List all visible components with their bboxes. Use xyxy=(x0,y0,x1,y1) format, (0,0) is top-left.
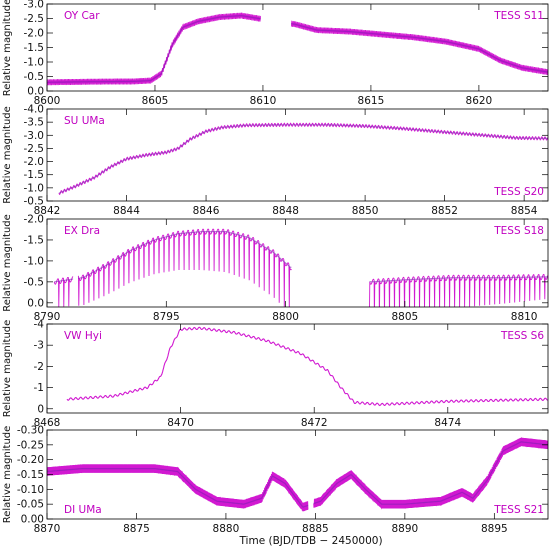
series-2-trend xyxy=(54,231,548,283)
sector-label-3: TESS S6 xyxy=(500,330,544,342)
panel-2: 8790 8795 8800 8805 8810 0.0 -0.5 -1.0 -1.5 -2.0 R… xyxy=(2,214,549,323)
series-1 xyxy=(58,122,548,196)
series-2 xyxy=(53,228,548,307)
plot-frame-2 xyxy=(46,218,549,308)
star-label-3: VW Hyi xyxy=(64,330,102,342)
star-label-1: SU UMa xyxy=(64,115,105,127)
x-tick-label-0-3: 8615 xyxy=(358,95,385,107)
y-tick-label-1-1: -1.0 xyxy=(24,182,45,194)
x-tick-label-4-2: 8880 xyxy=(213,523,240,535)
panel-1: 8842 8844 8846 8848 8850 8852 8854 -0.5 -1.0-1.5… xyxy=(2,104,549,217)
series-4 xyxy=(47,436,548,512)
series-0 xyxy=(47,12,548,86)
sector-label-2: TESS S18 xyxy=(493,225,544,237)
x-tick-label-0-4: 8620 xyxy=(466,95,493,107)
star-label-0: OY Car xyxy=(64,10,100,22)
x-tick-label-1-5: 8852 xyxy=(431,205,458,217)
y-tick-label-4-2: -0.10 xyxy=(17,484,44,496)
x-tick-label-2-2: 8800 xyxy=(272,311,299,323)
y-tick-label-3-2: -2 xyxy=(34,361,44,373)
y-axis-label-2: Relative magnitude xyxy=(2,214,13,312)
y-tick-label-1-5: -3.0 xyxy=(24,130,45,142)
x-tick-label-3-3: 8474 xyxy=(434,417,461,429)
y-tick-label-1-0: -0.5 xyxy=(24,196,45,208)
x-tick-label-1-4: 8850 xyxy=(352,205,379,217)
y-tick-label-3-3: -3 xyxy=(34,340,44,352)
x-tick-label-4-5: 8895 xyxy=(481,523,508,535)
panel-0: 8600 8605 8610 8615 8620 0.0 -0.5 -1.0 -1.5 -2.0 -… xyxy=(2,0,549,107)
y-tick-label-4-3: -0.15 xyxy=(17,469,44,481)
x-tick-label-4-1: 8875 xyxy=(123,523,150,535)
plot-frame-4 xyxy=(46,429,549,520)
series-2-points xyxy=(53,228,548,307)
series-4-trend xyxy=(47,441,548,508)
y-tick-label-4-5: -0.25 xyxy=(17,439,44,451)
y-tick-label-1-6: -3.5 xyxy=(24,117,45,129)
sector-label-0: TESS S11 xyxy=(493,10,544,22)
x-tick-label-4-0: 8870 xyxy=(34,523,61,535)
series-3 xyxy=(66,326,548,407)
x-tick-label-1-1: 8844 xyxy=(113,205,140,217)
y-tick-label-0-3: -1.5 xyxy=(24,42,45,54)
sector-label-1: TESS S20 xyxy=(493,186,544,198)
x-tick-label-3-2: 8472 xyxy=(301,417,328,429)
star-label-2: EX Dra xyxy=(64,225,100,237)
y-tick-label-2-4: -2.0 xyxy=(24,214,45,226)
y-tick-label-4-1: -0.05 xyxy=(17,499,44,511)
y-tick-label-2-1: -0.5 xyxy=(24,276,45,288)
y-tick-label-3-0: 0 xyxy=(37,403,44,415)
series-4-points xyxy=(47,436,548,512)
plot-frame-3 xyxy=(46,323,549,414)
series-0-trend xyxy=(47,15,548,83)
x-tick-label-3-0: 8468 xyxy=(34,417,61,429)
star-label-4: DI UMa xyxy=(64,504,102,516)
y-axis-label-1: Relative magnitude xyxy=(2,106,13,204)
x-tick-label-3-1: 8470 xyxy=(167,417,194,429)
x-tick-label-2-0: 8790 xyxy=(34,311,61,323)
y-tick-label-2-2: -1.0 xyxy=(24,255,45,267)
y-tick-label-3-4: -4 xyxy=(34,319,45,331)
series-0-points xyxy=(47,12,548,86)
y-tick-label-0-6: -3.0 xyxy=(24,0,45,11)
x-tick-label-4-4: 8890 xyxy=(391,523,418,535)
x-tick-label-2-4: 8810 xyxy=(511,311,538,323)
y-tick-label-0-0: 0.0 xyxy=(27,86,44,98)
y-tick-label-1-7: -4.0 xyxy=(24,104,45,116)
y-tick-label-0-2: -1.0 xyxy=(24,57,45,69)
y-tick-label-1-4: -2.5 xyxy=(24,143,45,155)
y-tick-label-2-0: 0.0 xyxy=(27,297,44,309)
y-tick-label-0-4: -2.0 xyxy=(24,28,45,40)
y-tick-label-4-4: -0.20 xyxy=(17,454,44,466)
y-tick-label-0-5: -2.5 xyxy=(24,13,45,25)
y-axis-label-3: Relative magnitude xyxy=(2,320,13,418)
x-axis-label: Time (BJD/TDB − 2450000) xyxy=(238,535,382,547)
x-tick-label-0-2: 8610 xyxy=(250,95,277,107)
plot-frame-1 xyxy=(46,108,549,202)
y-tick-label-0-1: -0.5 xyxy=(24,71,45,83)
x-tick-label-4-3: 8885 xyxy=(302,523,329,535)
x-tick-label-2-1: 8795 xyxy=(153,311,180,323)
y-tick-label-2-3: -1.5 xyxy=(24,234,45,246)
y-axis-label-0: Relative magnitude xyxy=(2,0,13,96)
panel-3: 8468 8470 8472 8474 0 -1 -2 -3 -4 Relative magnit… xyxy=(2,319,549,429)
y-tick-label-4-6: -0.30 xyxy=(17,425,44,437)
x-tick-label-1-3: 8848 xyxy=(272,205,299,217)
x-tick-label-2-3: 8805 xyxy=(391,311,418,323)
x-tick-label-0-1: 8605 xyxy=(142,95,169,107)
y-tick-label-1-2: -1.5 xyxy=(24,169,45,181)
panel-4: 8870 8875 8880 8885 8890 8895 0.00 -0.05 -0.10 -0… xyxy=(2,425,549,535)
series-1-points xyxy=(58,122,548,196)
series-1-trend xyxy=(58,124,548,194)
x-tick-label-1-0: 8842 xyxy=(34,205,61,217)
y-tick-label-4-0: 0.00 xyxy=(21,514,44,526)
y-tick-label-3-1: -1 xyxy=(34,382,44,394)
y-tick-label-1-3: -2.0 xyxy=(24,156,45,168)
y-axis-label-4: Relative magnitude xyxy=(2,426,13,524)
x-tick-label-0-0: 8600 xyxy=(34,95,61,107)
x-tick-label-1-6: 8854 xyxy=(511,205,538,217)
x-tick-label-1-2: 8846 xyxy=(193,205,220,217)
sector-label-4: TESS S21 xyxy=(493,504,544,516)
series-3-points xyxy=(66,326,548,407)
